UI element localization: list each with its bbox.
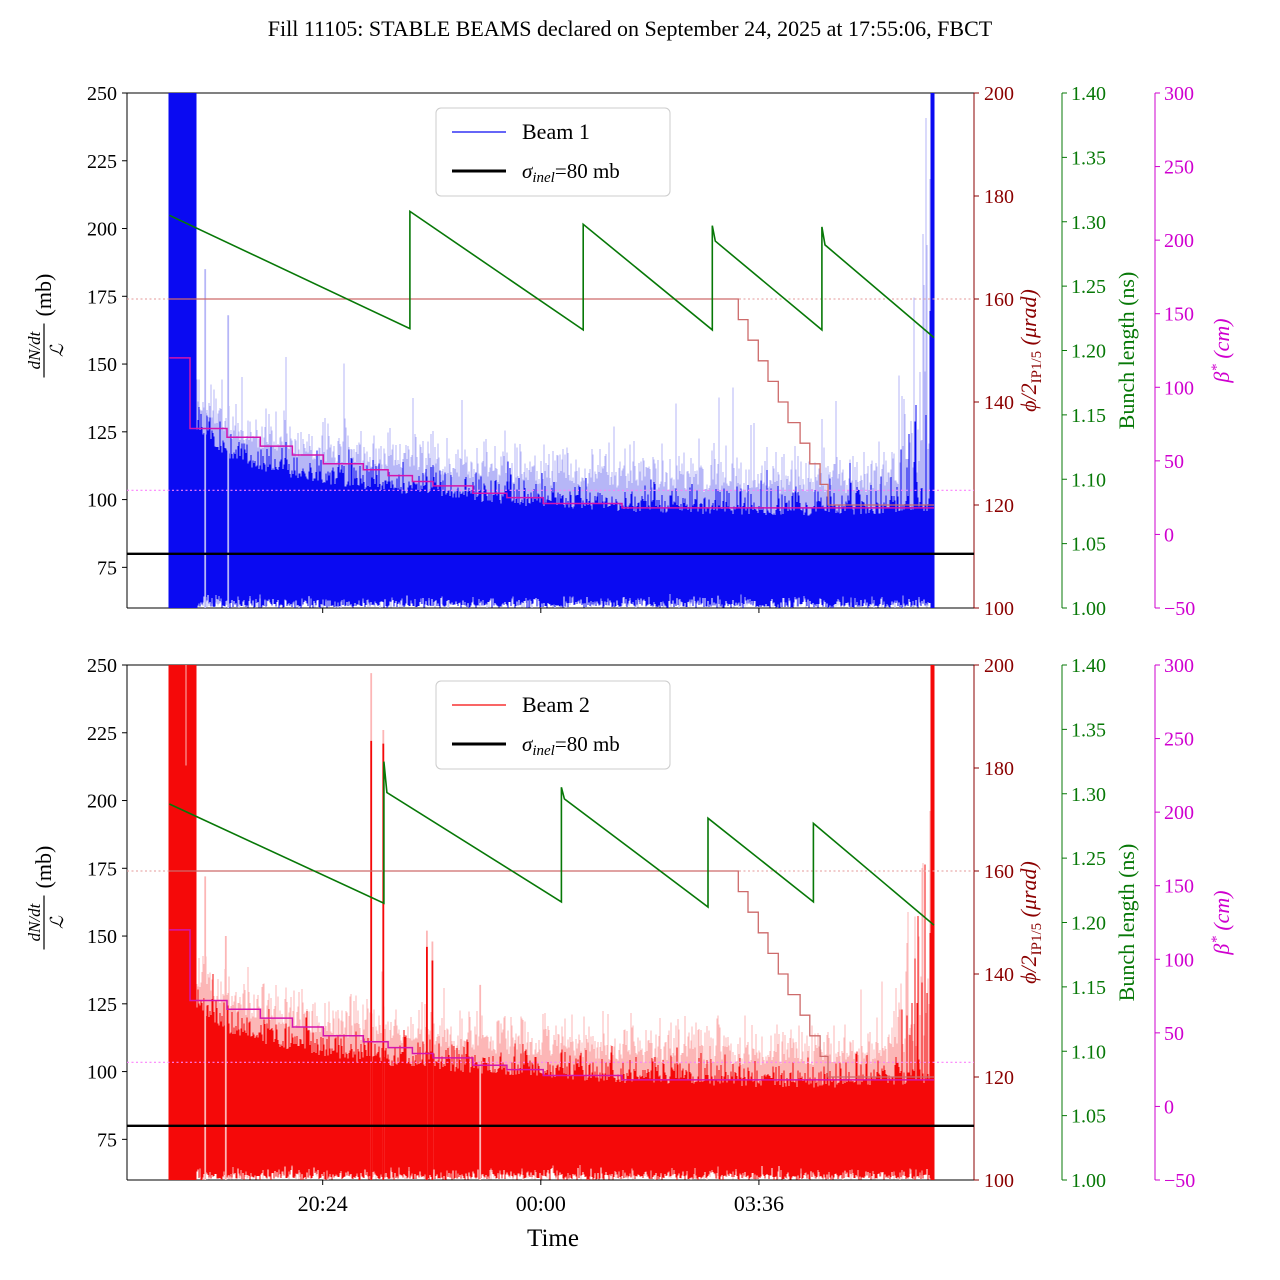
- ratio-tick-label: 175: [87, 286, 117, 308]
- bunch-axis-title: Bunch length (ns): [1114, 272, 1139, 430]
- beta-tick-label: 250: [1164, 157, 1194, 179]
- ratio-axis-denominator: ℒ: [47, 915, 67, 929]
- bunch-tick-label: 1.30: [1071, 784, 1106, 806]
- beta-tick-label: 50: [1164, 451, 1184, 473]
- ratio-tick-label: 150: [87, 354, 117, 376]
- ratio-tick-label: 250: [87, 655, 117, 677]
- legend-sigma-label: σinel=80 mb: [522, 159, 620, 186]
- bunch-tick-label: 1.30: [1071, 212, 1106, 234]
- phi-staircase-line: [169, 870, 934, 1078]
- beta-axis-title: β* (cm): [1209, 890, 1234, 955]
- bunch-tick-label: 1.05: [1071, 534, 1106, 556]
- bunch-tick-label: 1.20: [1071, 913, 1106, 935]
- ratio-axis-denominator: ℒ: [47, 343, 67, 357]
- phi-tick-label: 200: [984, 83, 1014, 105]
- ratio-axis-title: dN/dt ℒ (mb): [25, 274, 67, 378]
- x-tick-label: 00:00: [516, 1191, 566, 1216]
- phi-tick-label: 100: [984, 1170, 1014, 1192]
- beta-tick-label: 100: [1164, 377, 1194, 399]
- ratio-tick-label: 100: [87, 1062, 117, 1084]
- phi-tick-label: 160: [984, 861, 1014, 883]
- bunch-tick-label: 1.40: [1071, 83, 1106, 105]
- ratio-tick-label: 175: [87, 858, 117, 880]
- bunch-tick-label: 1.15: [1071, 977, 1106, 999]
- beta-tick-label: 50: [1164, 1023, 1184, 1045]
- phi-tick-label: 180: [984, 758, 1014, 780]
- beta-tick-label: 300: [1164, 655, 1194, 677]
- bunch-tick-label: 1.00: [1071, 598, 1106, 620]
- beta-tick-label: 0: [1164, 1096, 1174, 1118]
- bunch-tick-label: 1.00: [1071, 1170, 1106, 1192]
- phi-tick-label: 120: [984, 495, 1014, 517]
- panel-beam1: 75 100 125 150 175 200 225 250 100 120 140 160 180 20…: [25, 83, 1234, 620]
- phi-axis-title: ϕ/2IP1/5 (μrad): [1016, 289, 1045, 412]
- beta-tick-label: 100: [1164, 949, 1194, 971]
- beta-tick-label: 150: [1164, 304, 1194, 326]
- x-tick-label: 03:36: [734, 1191, 784, 1216]
- phi-tick-label: 140: [984, 964, 1014, 986]
- ratio-tick-label: 200: [87, 791, 117, 813]
- ratio-tick-label: 125: [87, 994, 117, 1016]
- legend-box: [435, 107, 671, 197]
- ratio-tick-label: 200: [87, 219, 117, 241]
- legend: Beam 1 σinel=80 mb: [435, 107, 671, 197]
- phi-tick-label: 200: [984, 655, 1014, 677]
- phi-tick-label: 160: [984, 289, 1014, 311]
- ratio-axis-numerator: dN/dt: [25, 330, 44, 369]
- beta-axis-title: β* (cm): [1209, 318, 1234, 383]
- beta-tick-label: −50: [1164, 598, 1195, 620]
- bunch-tick-label: 1.20: [1071, 341, 1106, 363]
- bunch-axis-title: Bunch length (ns): [1114, 844, 1139, 1002]
- ratio-axis-unit: (mb): [31, 846, 56, 889]
- ratio-tick-label: 75: [97, 557, 117, 579]
- bunch-tick-label: 1.25: [1071, 276, 1106, 298]
- legend: Beam 2 σinel=80 mb: [435, 680, 671, 770]
- phi-tick-label: 100: [984, 598, 1014, 620]
- bunch-length-line: [169, 761, 935, 926]
- ratio-tick-label: 125: [87, 422, 117, 444]
- bunch-tick-label: 1.10: [1071, 1041, 1106, 1063]
- bunch-tick-label: 1.10: [1071, 469, 1106, 491]
- ratio-axis-numerator: dN/dt: [25, 902, 44, 941]
- bunch-tick-label: 1.35: [1071, 719, 1106, 741]
- beta-tick-label: 150: [1164, 876, 1194, 898]
- phi-axis-title: ϕ/2IP1/5 (μrad): [1016, 861, 1045, 984]
- ratio-tick-label: 225: [87, 723, 117, 745]
- bunch-tick-label: 1.05: [1071, 1106, 1106, 1128]
- beta-tick-label: 200: [1164, 230, 1194, 252]
- beta-star-staircase-line: [169, 929, 934, 1081]
- legend-box: [435, 680, 671, 770]
- x-tick-label: 20:24: [298, 1191, 348, 1216]
- bunch-tick-label: 1.35: [1071, 147, 1106, 169]
- ratio-axis-unit: (mb): [31, 274, 56, 317]
- legend-beam-label: Beam 2: [522, 692, 590, 717]
- legend-sigma-label: σinel=80 mb: [522, 732, 620, 759]
- legend-beam-label: Beam 1: [522, 119, 590, 144]
- phi-tick-label: 120: [984, 1067, 1014, 1089]
- ratio-axis-title: dN/dt ℒ (mb): [25, 846, 67, 950]
- bunch-tick-label: 1.25: [1071, 848, 1106, 870]
- phi-tick-label: 180: [984, 186, 1014, 208]
- beta-tick-label: 300: [1164, 83, 1194, 105]
- panel-beam2: 75 100 125 150 175 200 225 250 100 120 140 160 180 20…: [25, 655, 1234, 1216]
- ratio-tick-label: 250: [87, 83, 117, 105]
- ratio-tick-label: 75: [97, 1129, 117, 1151]
- beta-tick-label: 250: [1164, 729, 1194, 751]
- beta-star-staircase-line: [169, 357, 934, 509]
- ratio-tick-label: 225: [87, 151, 117, 173]
- ratio-tick-label: 150: [87, 926, 117, 948]
- ratio-tick-label: 100: [87, 490, 117, 512]
- bunch-tick-label: 1.15: [1071, 405, 1106, 427]
- x-axis-title: Time: [527, 1225, 579, 1252]
- beta-tick-label: 0: [1164, 524, 1174, 546]
- bunch-length-line: [169, 209, 935, 339]
- beta-tick-label: 200: [1164, 802, 1194, 824]
- phi-staircase-line: [169, 298, 934, 506]
- bunch-tick-label: 1.40: [1071, 655, 1106, 677]
- phi-tick-label: 140: [984, 392, 1014, 414]
- beta-tick-label: −50: [1164, 1170, 1195, 1192]
- figure-title: Fill 11105: STABLE BEAMS declared on Sep…: [267, 16, 993, 41]
